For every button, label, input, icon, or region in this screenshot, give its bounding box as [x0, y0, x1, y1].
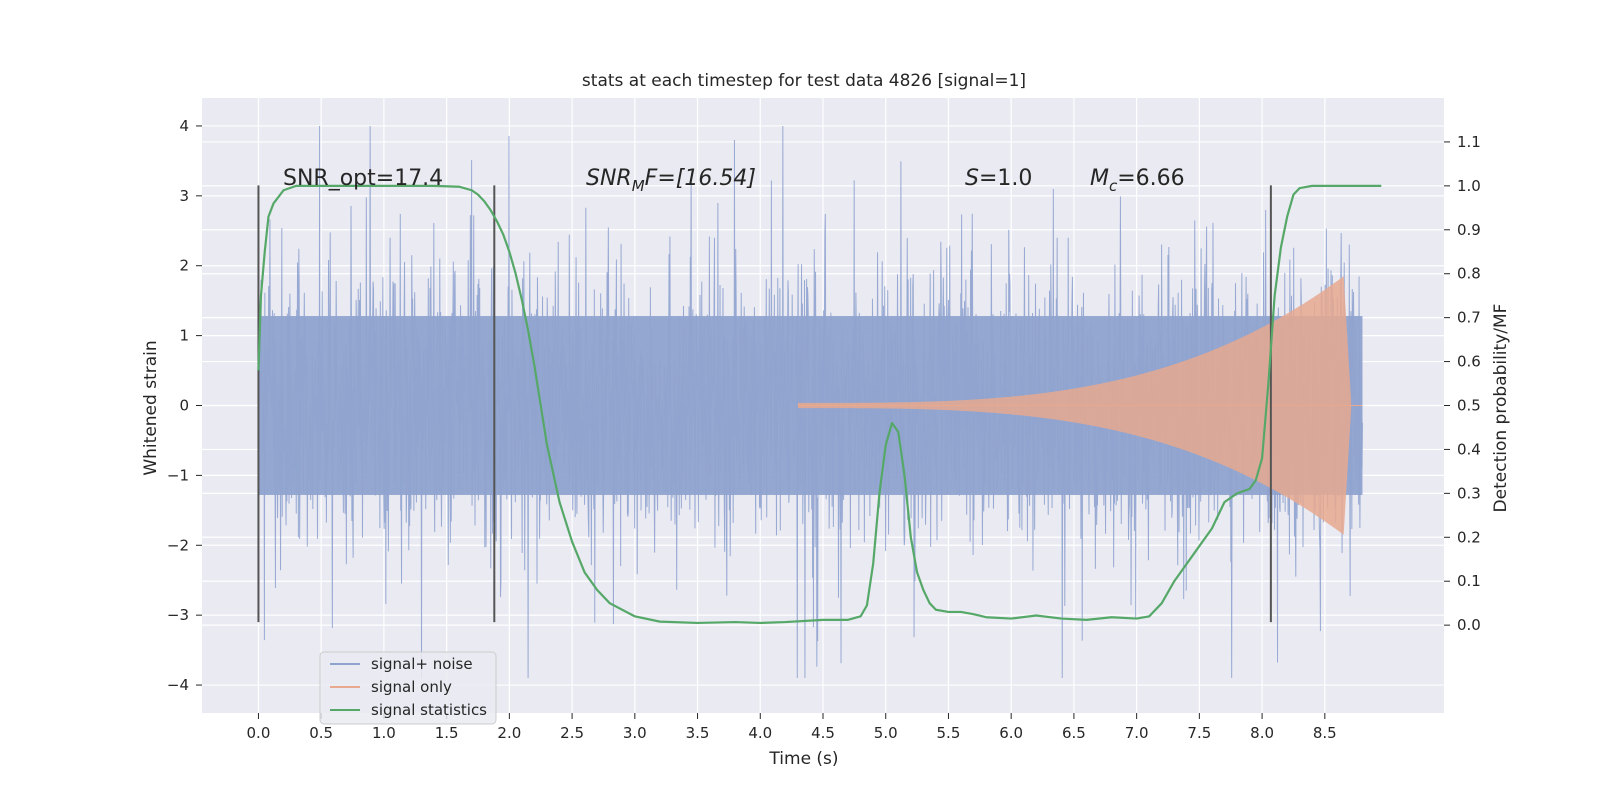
- annotation-snr-mf: SNRMF=[16.54]: [586, 166, 756, 195]
- x-tick-label: 4.5: [811, 724, 835, 742]
- y-left-axis-label: Whitened strain: [141, 340, 161, 475]
- y-right-tick-label: 0.3: [1457, 484, 1481, 502]
- x-tick-label: 7.0: [1125, 724, 1149, 742]
- y-right-tick-label: 0.9: [1457, 221, 1481, 239]
- y-right-tick-label: 0.8: [1457, 265, 1481, 283]
- y-right-tick-label: 0.5: [1457, 397, 1481, 415]
- y-right-tick-label: 0.0: [1457, 616, 1481, 634]
- x-tick-label: 8.5: [1313, 724, 1337, 742]
- series-signal-only: [797, 276, 1363, 535]
- y-left-tick-label: −3: [167, 606, 189, 624]
- annotation-s-value: S=1.0: [965, 166, 1032, 191]
- legend-label-statistics: signal statistics: [371, 701, 487, 719]
- y-right-tick-label: 0.6: [1457, 353, 1481, 371]
- y-right-axis-ticks: 1.1 1.0 0.9 0.8 0.7 0.6 0.5 0.4 0.3 0.2 0.1 0.0: [1444, 133, 1481, 634]
- x-tick-label: 3.5: [686, 724, 710, 742]
- chart-title: stats at each timestep for test data 482…: [582, 71, 1026, 91]
- legend-box: [319, 651, 497, 725]
- x-tick-label: 0.5: [309, 724, 333, 742]
- x-tick-label: 8.0: [1250, 724, 1274, 742]
- y-right-tick-label: 1.1: [1457, 133, 1481, 151]
- annotation-snr-opt: SNR_opt=17.4: [283, 166, 443, 191]
- x-tick-label: 1.5: [435, 724, 459, 742]
- x-tick-label: 0.0: [247, 724, 271, 742]
- legend-label-noise: signal+ noise: [371, 655, 473, 673]
- vertical-markers: [257, 185, 1272, 623]
- legend: signal+ noise signal only signal statist…: [319, 651, 497, 725]
- x-tick-label: 4.0: [748, 724, 772, 742]
- annotation-chirp-mass: Mc=6.66: [1090, 166, 1185, 195]
- y-left-tick-label: 2: [179, 257, 189, 275]
- legend-label-signal: signal only: [371, 678, 452, 696]
- statistics-line: [257, 184, 1382, 625]
- y-left-tick-label: 1: [179, 327, 189, 345]
- x-tick-label: 6.5: [1062, 724, 1086, 742]
- x-tick-label: 1.0: [372, 724, 396, 742]
- y-left-tick-label: −4: [167, 676, 189, 694]
- x-axis-label: Time (s): [768, 749, 838, 769]
- series-signal-statistics: [257, 184, 1382, 625]
- x-tick-label: 7.5: [1187, 724, 1211, 742]
- y-left-tick-label: 3: [179, 187, 189, 205]
- y-right-tick-label: 0.4: [1457, 440, 1481, 458]
- y-left-tick-label: −1: [167, 466, 189, 484]
- x-tick-label: 6.0: [999, 724, 1023, 742]
- y-right-tick-label: 0.2: [1457, 528, 1481, 546]
- y-left-axis-ticks: 4 3 2 1 0 −1 −2 −3 −4: [167, 117, 202, 694]
- y-left-tick-label: 0: [179, 397, 189, 415]
- y-left-tick-label: 4: [179, 117, 189, 135]
- x-tick-label: 2.0: [497, 724, 521, 742]
- y-right-tick-label: 1.0: [1457, 177, 1481, 195]
- y-right-tick-label: 0.7: [1457, 309, 1481, 327]
- x-tick-label: 3.0: [623, 724, 647, 742]
- x-tick-label: 5.5: [937, 724, 961, 742]
- y-right-axis-label: Detection probability/MF: [1491, 304, 1511, 513]
- x-tick-label: 5.0: [874, 724, 898, 742]
- x-axis-ticks: 0.0 0.5 1.0 1.5 2.0 2.5 3.0 3.5 4.0 4.5 5.0 5.5 6.0 6…: [247, 713, 1337, 742]
- y-left-tick-label: −2: [167, 536, 189, 554]
- x-tick-label: 2.5: [560, 724, 584, 742]
- y-right-tick-label: 0.1: [1457, 572, 1481, 590]
